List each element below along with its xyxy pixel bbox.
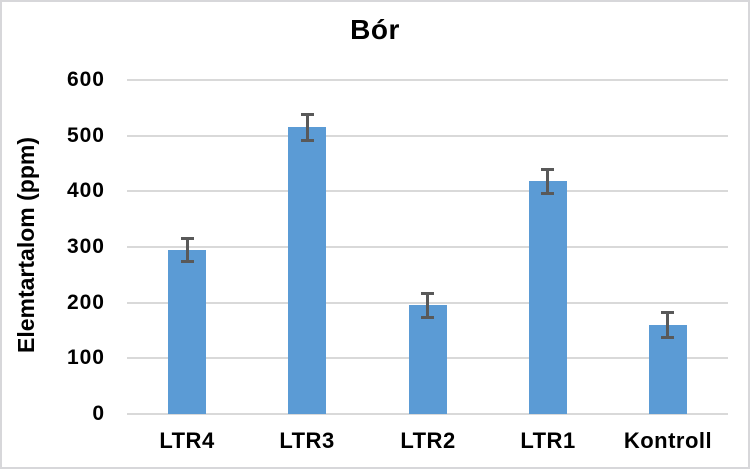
gridline-400 [127, 190, 728, 193]
gridline-500 [127, 134, 728, 137]
error-bar-cap-ltr4 [181, 260, 194, 263]
bar-kontroll[interactable] [649, 325, 687, 414]
error-bar-kontroll [666, 312, 669, 339]
error-bar-cap-ltr2 [421, 316, 434, 319]
x-tick-label-ltr3: LTR3 [279, 428, 335, 453]
x-tick-label-kontroll: Kontroll [623, 428, 713, 453]
error-bar-ltr2 [426, 293, 429, 319]
error-bar-cap-kontroll [661, 336, 674, 339]
x-axis-line [127, 413, 728, 415]
y-tick-label-0: 0 [92, 402, 105, 425]
error-bar-cap-ltr4 [181, 237, 194, 240]
error-bar-cap-ltr3 [301, 113, 314, 116]
x-tick-label-ltr2: LTR2 [400, 428, 456, 453]
y-tick-label-500: 500 [66, 123, 105, 147]
y-tick-label-400: 400 [66, 179, 105, 203]
error-bar-cap-ltr2 [421, 292, 434, 295]
error-bar-cap-ltr1 [541, 168, 554, 171]
x-tick-label-ltr4: LTR4 [159, 428, 215, 453]
y-tick-label-600: 600 [66, 68, 105, 91]
chart-title: Bór [350, 14, 400, 45]
y-tick-label-300: 300 [66, 235, 105, 258]
y-tick-label-100: 100 [66, 346, 105, 370]
error-bar-ltr4 [186, 238, 189, 262]
bar-ltr3[interactable] [288, 127, 326, 414]
bar-ltr1[interactable] [529, 181, 567, 414]
gridline-600 [127, 79, 728, 81]
error-bar-ltr3 [306, 114, 309, 141]
error-bar-cap-ltr3 [301, 139, 314, 142]
y-tick-label-200: 200 [66, 290, 105, 314]
bar-ltr2[interactable] [409, 305, 447, 414]
error-bar-cap-ltr1 [541, 192, 554, 195]
gridline-300 [127, 246, 728, 248]
bar-ltr4[interactable] [168, 250, 206, 414]
x-tick-label-ltr1: LTR1 [520, 428, 576, 453]
error-bar-ltr1 [546, 169, 549, 195]
error-bar-cap-kontroll [661, 311, 674, 314]
